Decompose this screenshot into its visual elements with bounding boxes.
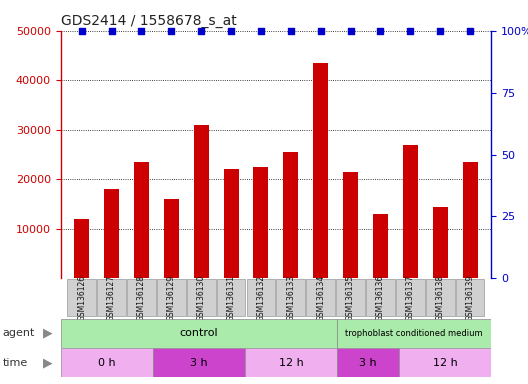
Text: ▶: ▶ bbox=[43, 356, 53, 369]
Bar bbox=[223, 169, 239, 278]
Text: control: control bbox=[180, 328, 219, 338]
Bar bbox=[284, 152, 298, 278]
FancyBboxPatch shape bbox=[306, 279, 335, 316]
Text: 3 h: 3 h bbox=[359, 358, 377, 368]
Point bbox=[466, 28, 474, 34]
Bar bbox=[463, 162, 478, 278]
Text: GSM136131: GSM136131 bbox=[227, 275, 235, 321]
Point bbox=[376, 28, 385, 34]
Text: GSM136126: GSM136126 bbox=[77, 275, 86, 321]
Point bbox=[406, 28, 414, 34]
Point bbox=[436, 28, 445, 34]
Text: 12 h: 12 h bbox=[432, 358, 457, 368]
Text: GSM136139: GSM136139 bbox=[466, 275, 475, 321]
FancyBboxPatch shape bbox=[396, 279, 425, 316]
FancyBboxPatch shape bbox=[67, 279, 96, 316]
FancyBboxPatch shape bbox=[337, 348, 399, 377]
Bar bbox=[74, 219, 89, 278]
Bar bbox=[433, 207, 448, 278]
Point bbox=[107, 28, 116, 34]
FancyBboxPatch shape bbox=[456, 279, 485, 316]
Point bbox=[188, 342, 197, 348]
FancyBboxPatch shape bbox=[157, 279, 186, 316]
Text: GSM136133: GSM136133 bbox=[286, 275, 295, 321]
Bar bbox=[194, 125, 209, 278]
Point bbox=[257, 28, 265, 34]
Text: ▶: ▶ bbox=[43, 327, 53, 340]
Text: 12 h: 12 h bbox=[279, 358, 304, 368]
Text: trophoblast conditioned medium: trophoblast conditioned medium bbox=[345, 329, 483, 338]
Point bbox=[316, 28, 325, 34]
Bar bbox=[313, 63, 328, 278]
FancyBboxPatch shape bbox=[127, 279, 156, 316]
Text: GSM136135: GSM136135 bbox=[346, 275, 355, 321]
Text: 3 h: 3 h bbox=[190, 358, 208, 368]
Point bbox=[188, 167, 197, 174]
FancyBboxPatch shape bbox=[336, 279, 365, 316]
FancyBboxPatch shape bbox=[216, 279, 246, 316]
Text: GDS2414 / 1558678_s_at: GDS2414 / 1558678_s_at bbox=[61, 14, 237, 28]
Text: time: time bbox=[3, 358, 28, 368]
Text: GSM136136: GSM136136 bbox=[376, 275, 385, 321]
FancyBboxPatch shape bbox=[426, 279, 455, 316]
Bar bbox=[403, 145, 418, 278]
FancyBboxPatch shape bbox=[61, 348, 153, 377]
Text: GSM136137: GSM136137 bbox=[406, 275, 415, 321]
Bar bbox=[134, 162, 149, 278]
FancyBboxPatch shape bbox=[366, 279, 395, 316]
FancyBboxPatch shape bbox=[277, 279, 305, 316]
FancyBboxPatch shape bbox=[187, 279, 215, 316]
FancyBboxPatch shape bbox=[247, 279, 275, 316]
Bar bbox=[104, 189, 119, 278]
Point bbox=[227, 28, 235, 34]
Text: 0 h: 0 h bbox=[98, 358, 116, 368]
FancyBboxPatch shape bbox=[245, 348, 337, 377]
FancyBboxPatch shape bbox=[153, 348, 245, 377]
Point bbox=[78, 28, 86, 34]
FancyBboxPatch shape bbox=[399, 348, 491, 377]
Point bbox=[137, 28, 146, 34]
Bar bbox=[373, 214, 388, 278]
FancyBboxPatch shape bbox=[97, 279, 126, 316]
Text: agent: agent bbox=[3, 328, 35, 338]
Point bbox=[167, 28, 175, 34]
Text: GSM136129: GSM136129 bbox=[167, 275, 176, 321]
FancyBboxPatch shape bbox=[337, 319, 491, 348]
Point bbox=[197, 28, 205, 34]
Text: GSM136132: GSM136132 bbox=[257, 275, 266, 321]
Text: GSM136128: GSM136128 bbox=[137, 275, 146, 321]
Bar bbox=[343, 172, 358, 278]
Text: GSM136138: GSM136138 bbox=[436, 275, 445, 321]
Bar bbox=[164, 199, 179, 278]
Bar bbox=[253, 167, 268, 278]
Point bbox=[346, 28, 355, 34]
Point bbox=[287, 28, 295, 34]
FancyBboxPatch shape bbox=[61, 319, 337, 348]
Text: GSM136130: GSM136130 bbox=[196, 275, 206, 321]
Text: GSM136134: GSM136134 bbox=[316, 275, 325, 321]
Text: GSM136127: GSM136127 bbox=[107, 275, 116, 321]
